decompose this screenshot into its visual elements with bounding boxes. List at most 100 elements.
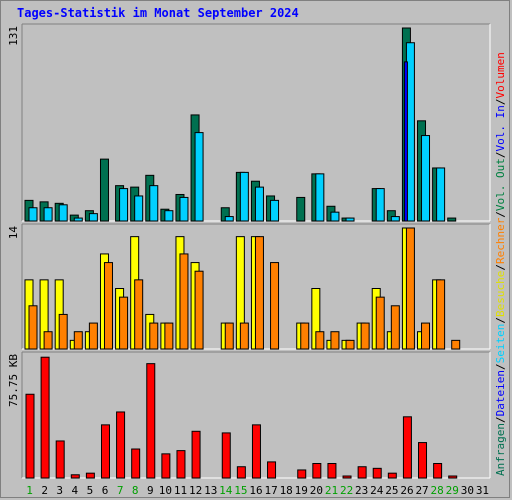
legend-item: Volumen — [494, 52, 507, 98]
legend-item: Dateien — [494, 370, 507, 416]
bar-files-day-8 — [134, 195, 144, 222]
bar-files-day-11 — [179, 196, 189, 222]
day-label-31: 31 — [476, 484, 489, 497]
bar-kbytes-day-28 — [433, 463, 443, 479]
bar-kbytes-day-7 — [116, 411, 126, 479]
bar-kbytes-day-20 — [312, 463, 322, 479]
bar-kbytes-day-3 — [55, 440, 65, 479]
bar-files-day-20 — [315, 173, 325, 222]
bar-visits-day-2 — [43, 331, 53, 350]
bar-kbytes-day-16 — [251, 424, 261, 479]
bar-files-day-5 — [88, 213, 98, 222]
day-label-3: 3 — [56, 484, 63, 497]
bar-visits-day-3 — [58, 313, 68, 350]
bar-visits-day-12 — [194, 270, 204, 350]
bar-files-day-27 — [421, 135, 431, 222]
bar-visits-day-25 — [390, 305, 400, 350]
bar-files-day-9 — [149, 185, 159, 222]
bar-visits-day-17 — [270, 262, 280, 350]
bar-files-day-1 — [28, 207, 38, 222]
bar-visits-day-29 — [451, 339, 461, 350]
day-label-25: 25 — [385, 484, 398, 497]
day-label-16: 16 — [249, 484, 262, 497]
bar-visits-day-26 — [405, 227, 415, 350]
bar-kbytes-day-10 — [161, 453, 171, 479]
bar-files-day-15 — [239, 171, 249, 222]
bar-files-day-4 — [73, 217, 83, 222]
bar-visits-day-6 — [103, 262, 113, 350]
bar-files-day-16 — [254, 186, 264, 222]
day-label-23: 23 — [355, 484, 368, 497]
bar-kbytes-day-8 — [131, 448, 141, 479]
bar-files-day-28 — [436, 167, 446, 222]
bar-visits-day-8 — [134, 279, 144, 350]
bar-kbytes-day-12 — [191, 430, 201, 479]
day-label-7: 7 — [117, 484, 124, 497]
bar-visits-day-23 — [360, 322, 370, 350]
bar-hits-day-19 — [296, 196, 306, 222]
day-label-24: 24 — [370, 484, 384, 497]
legend-item: Seiten — [494, 324, 507, 364]
bar-files-day-24 — [375, 188, 385, 222]
day-label-21: 21 — [325, 484, 338, 497]
bar-files-day-14 — [224, 216, 234, 222]
bar-visits-day-24 — [375, 296, 385, 350]
day-label-14: 14 — [219, 484, 233, 497]
day-label-26: 26 — [400, 484, 413, 497]
day-label-19: 19 — [295, 484, 308, 497]
day-label-22: 22 — [340, 484, 353, 497]
bar-kbytes-day-5 — [85, 472, 95, 479]
chart-title: Tages-Statistik im Monat September 2024 — [17, 6, 299, 20]
bar-files-day-21 — [330, 211, 340, 222]
day-label-28: 28 — [431, 484, 444, 497]
max-label-hits: 131 — [7, 26, 20, 46]
bar-kbytes-day-24 — [372, 467, 382, 479]
bar-visits-day-1 — [28, 305, 38, 350]
day-label-20: 20 — [310, 484, 323, 497]
bar-visits-day-21 — [330, 331, 340, 350]
day-label-5: 5 — [87, 484, 94, 497]
bar-files-day-17 — [270, 199, 280, 222]
bar-kbytes-day-1 — [25, 393, 35, 479]
bar-kbytes-day-29 — [448, 475, 458, 479]
bar-kbytes-day-27 — [418, 442, 428, 479]
day-label-8: 8 — [132, 484, 139, 497]
bar-kbytes-day-6 — [100, 424, 110, 479]
bar-pages-day-26 — [403, 61, 408, 222]
day-label-30: 30 — [461, 484, 474, 497]
max-label-visits: 14 — [7, 226, 20, 240]
bar-visits-day-22 — [345, 339, 355, 350]
bar-kbytes-day-2 — [40, 356, 50, 479]
bar-kbytes-day-15 — [236, 466, 246, 479]
day-label-17: 17 — [264, 484, 277, 497]
bar-files-day-22 — [345, 217, 355, 222]
max-label-kbytes: 75.75 KB — [7, 354, 20, 407]
day-label-11: 11 — [174, 484, 187, 497]
day-label-1: 1 — [26, 484, 33, 497]
bar-visits-day-19 — [300, 322, 310, 350]
legend-item: / — [494, 317, 507, 324]
bar-files-day-10 — [164, 210, 174, 222]
bar-files-day-3 — [58, 204, 68, 222]
bar-files-day-2 — [43, 207, 53, 222]
bar-kbytes-day-14 — [221, 432, 231, 479]
legend-item: / — [494, 98, 507, 105]
day-label-27: 27 — [415, 484, 428, 497]
bar-kbytes-day-17 — [267, 461, 277, 479]
day-label-10: 10 — [159, 484, 172, 497]
day-label-15: 15 — [234, 484, 247, 497]
legend-item: / — [494, 363, 507, 370]
bar-visits-day-20 — [315, 331, 325, 350]
series-legend: Anfragen/Dateien/Seiten/Besuche/Rechner/… — [494, 52, 507, 476]
legend-item: / — [494, 151, 507, 158]
legend-item: / — [494, 416, 507, 423]
bar-kbytes-day-9 — [146, 363, 156, 479]
bar-kbytes-day-23 — [357, 466, 367, 479]
day-label-2: 2 — [41, 484, 48, 497]
bar-files-day-12 — [194, 132, 204, 222]
day-label-13: 13 — [204, 484, 217, 497]
bar-kbytes-day-21 — [327, 463, 337, 479]
bar-visits-day-15 — [239, 322, 249, 350]
